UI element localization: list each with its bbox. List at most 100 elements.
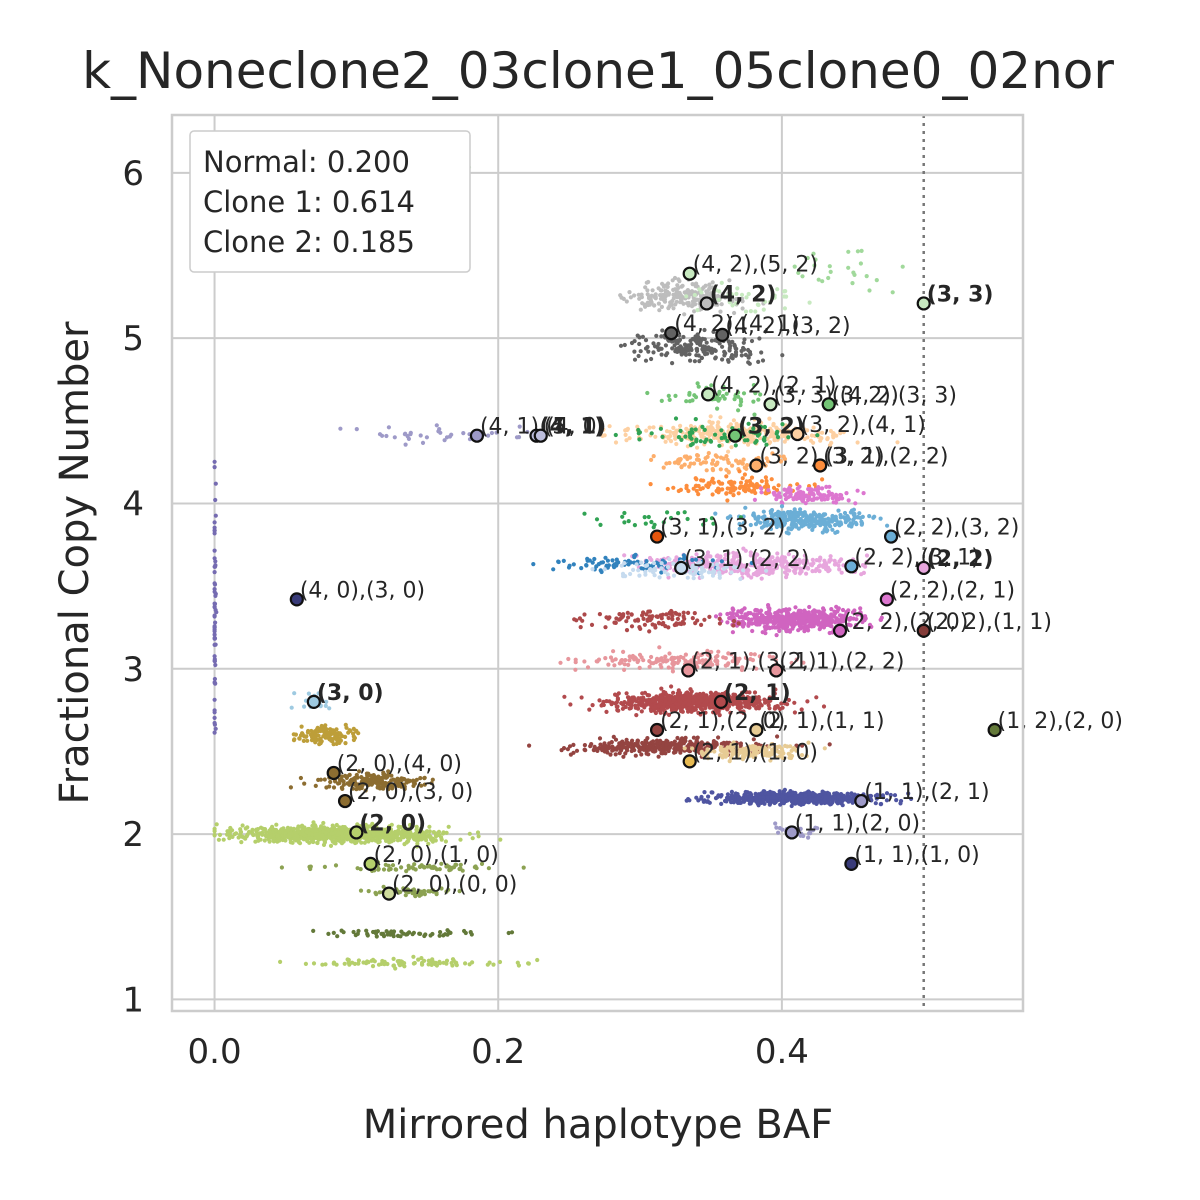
data-point xyxy=(811,561,816,566)
data-point xyxy=(758,556,763,561)
data-point xyxy=(803,501,808,506)
data-point xyxy=(745,438,750,443)
data-point xyxy=(725,620,730,625)
data-point xyxy=(657,645,662,650)
data-point xyxy=(707,286,712,291)
data-point xyxy=(698,560,703,565)
data-point xyxy=(616,708,621,713)
data-point xyxy=(746,617,751,622)
data-point xyxy=(610,658,615,663)
data-point xyxy=(703,350,708,355)
data-point xyxy=(838,515,843,520)
data-point xyxy=(323,723,328,728)
data-point xyxy=(666,291,672,296)
data-point xyxy=(826,489,831,494)
data-point xyxy=(673,610,678,616)
data-point xyxy=(751,512,756,518)
data-point xyxy=(692,611,697,616)
data-point xyxy=(794,793,800,799)
data-point xyxy=(737,521,742,527)
data-point xyxy=(764,442,769,447)
data-point xyxy=(212,520,217,525)
data-point xyxy=(719,563,724,568)
data-point xyxy=(212,730,217,735)
data-point xyxy=(622,553,627,558)
data-point xyxy=(677,612,682,617)
data-point xyxy=(731,623,736,628)
data-point xyxy=(787,615,793,620)
data-point xyxy=(827,630,832,636)
data-point xyxy=(878,617,883,623)
data-point xyxy=(661,465,666,470)
data-point xyxy=(815,433,820,438)
data-point xyxy=(713,432,718,437)
data-point xyxy=(585,665,591,670)
data-point xyxy=(674,339,679,344)
data-point xyxy=(337,731,343,736)
data-point xyxy=(641,616,646,622)
data-point xyxy=(447,434,453,439)
data-point xyxy=(770,560,775,565)
data-point xyxy=(775,551,780,556)
data-point xyxy=(722,432,727,437)
data-point xyxy=(590,703,595,708)
data-point xyxy=(839,570,844,575)
data-point xyxy=(212,548,217,553)
data-point xyxy=(859,572,864,577)
data-point xyxy=(806,497,811,503)
data-point xyxy=(633,703,638,708)
data-point xyxy=(418,433,423,438)
data-point xyxy=(641,742,646,748)
data-point xyxy=(635,659,640,665)
data-point xyxy=(723,656,728,661)
data-point xyxy=(686,694,692,699)
data-point xyxy=(707,800,712,805)
data-point xyxy=(763,431,769,436)
data-point xyxy=(647,629,652,634)
data-point xyxy=(729,800,734,805)
data-point xyxy=(606,662,611,667)
data-point xyxy=(598,568,603,573)
chart-title: k_Noneclone2_03clone1_05clone0_02nor xyxy=(82,42,1114,100)
data-point xyxy=(392,435,397,440)
data-point xyxy=(212,635,217,641)
data-point xyxy=(579,695,584,700)
data-point xyxy=(772,293,777,298)
data-point xyxy=(717,443,722,448)
data-point xyxy=(653,704,658,709)
data-point xyxy=(671,306,676,311)
data-point xyxy=(738,423,743,428)
data-point xyxy=(589,622,595,628)
data-point xyxy=(774,559,779,564)
data-point xyxy=(780,798,785,804)
data-point xyxy=(694,439,699,444)
data-point xyxy=(762,424,768,430)
data-point xyxy=(665,284,670,289)
data-point xyxy=(624,691,629,696)
data-point xyxy=(730,613,735,618)
data-point xyxy=(604,615,609,620)
data-point xyxy=(622,667,627,673)
data-point xyxy=(670,339,675,344)
data-point xyxy=(864,553,870,558)
data-point xyxy=(434,423,439,428)
data-point xyxy=(618,343,624,348)
data-point xyxy=(571,750,576,755)
data-point xyxy=(822,497,827,502)
data-point xyxy=(630,653,636,659)
data-point xyxy=(786,552,791,557)
data-point xyxy=(613,440,619,445)
data-point xyxy=(711,329,716,334)
data-point xyxy=(746,611,751,616)
data-point xyxy=(820,486,825,491)
data-point xyxy=(846,622,851,627)
data-point xyxy=(822,616,828,621)
data-point xyxy=(757,622,762,627)
data-point xyxy=(817,558,822,563)
data-point xyxy=(706,345,711,350)
data-point xyxy=(305,730,310,735)
data-point xyxy=(690,563,696,568)
data-point xyxy=(633,753,638,758)
data-point xyxy=(731,493,736,498)
